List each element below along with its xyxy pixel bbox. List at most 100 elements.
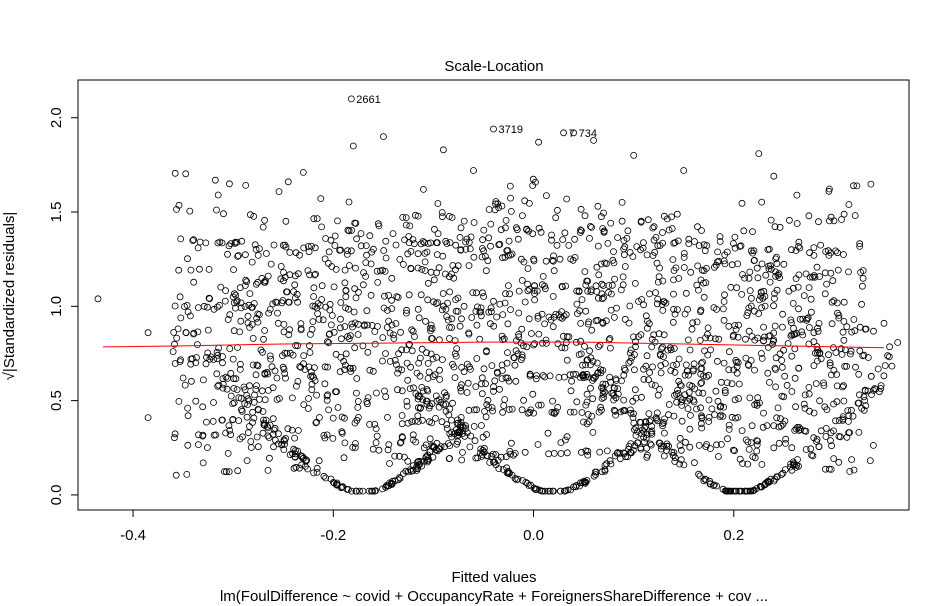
data-point (822, 433, 830, 440)
data-point (188, 355, 196, 363)
data-point (480, 247, 487, 255)
data-point (626, 357, 634, 365)
data-point (321, 363, 329, 371)
data-point (663, 440, 671, 448)
data-point (265, 434, 273, 441)
data-point (429, 453, 437, 461)
data-point (384, 413, 391, 421)
data-point (441, 389, 448, 397)
data-point (744, 438, 752, 446)
data-point (243, 413, 251, 421)
data-point (225, 180, 233, 188)
data-point (199, 432, 207, 440)
data-point (588, 326, 596, 334)
data-point (632, 424, 640, 432)
data-point (770, 444, 778, 452)
data-point (571, 235, 578, 243)
data-point (789, 461, 797, 469)
data-point (621, 315, 629, 323)
data-point (414, 212, 422, 220)
data-point (290, 445, 298, 453)
data-point (299, 168, 307, 176)
data-point (442, 407, 450, 415)
data-point (344, 305, 352, 313)
data-point (736, 243, 744, 250)
data-point (714, 258, 721, 266)
data-point (279, 352, 286, 360)
data-point (688, 325, 696, 333)
data-point (374, 322, 381, 330)
data-point (821, 290, 829, 298)
data-point (446, 239, 454, 247)
data-point (712, 387, 720, 395)
data-point (848, 328, 856, 336)
data-point (656, 385, 663, 393)
data-point (417, 291, 425, 299)
data-point (414, 305, 422, 313)
data-point (306, 330, 314, 338)
data-point (227, 369, 235, 377)
data-point (179, 374, 187, 382)
data-point (416, 372, 424, 380)
data-point (597, 369, 605, 377)
data-point (359, 487, 367, 495)
data-point (671, 391, 678, 399)
data-point (347, 368, 355, 375)
data-point (586, 234, 593, 242)
data-point (513, 224, 520, 232)
data-point (770, 172, 778, 180)
data-point (282, 434, 290, 442)
data-point (324, 363, 332, 371)
data-point (498, 367, 506, 374)
data-point (800, 400, 808, 408)
data-point (204, 326, 212, 334)
data-point (184, 255, 191, 263)
data-point (291, 294, 299, 302)
data-point (338, 483, 346, 491)
data-point (403, 397, 411, 405)
data-point (398, 366, 406, 374)
data-point (492, 451, 500, 458)
data-point (541, 282, 548, 290)
data-point (578, 448, 585, 456)
data-point (728, 380, 736, 388)
data-point (395, 365, 403, 373)
data-point (573, 398, 581, 406)
data-point (620, 237, 628, 244)
data-point (535, 138, 542, 146)
data-point (275, 395, 283, 402)
data-point (298, 453, 306, 461)
data-point (823, 280, 830, 288)
data-point (405, 291, 413, 299)
data-point (566, 371, 574, 379)
data-point (821, 269, 829, 277)
data-point (427, 321, 435, 329)
data-point (657, 352, 664, 359)
data-point (716, 233, 724, 241)
data-point (554, 403, 562, 411)
data-point (382, 237, 390, 245)
data-point (369, 245, 377, 253)
data-point (746, 268, 754, 276)
data-point (318, 282, 326, 290)
data-point (589, 428, 597, 436)
data-point (720, 298, 728, 305)
data-point (438, 209, 446, 216)
data-point (747, 357, 755, 364)
data-point (825, 247, 832, 255)
data-point (562, 311, 570, 319)
data-point (269, 415, 277, 423)
data-point (213, 348, 221, 356)
data-point (595, 408, 603, 416)
data-point (280, 320, 288, 328)
data-point (375, 222, 383, 230)
data-point (251, 241, 259, 249)
data-point (772, 354, 780, 362)
data-point (552, 408, 560, 416)
data-point (695, 242, 703, 250)
data-point (698, 359, 705, 367)
data-point (427, 268, 435, 276)
data-point (576, 482, 583, 490)
data-point (670, 276, 677, 284)
data-point (456, 322, 464, 330)
